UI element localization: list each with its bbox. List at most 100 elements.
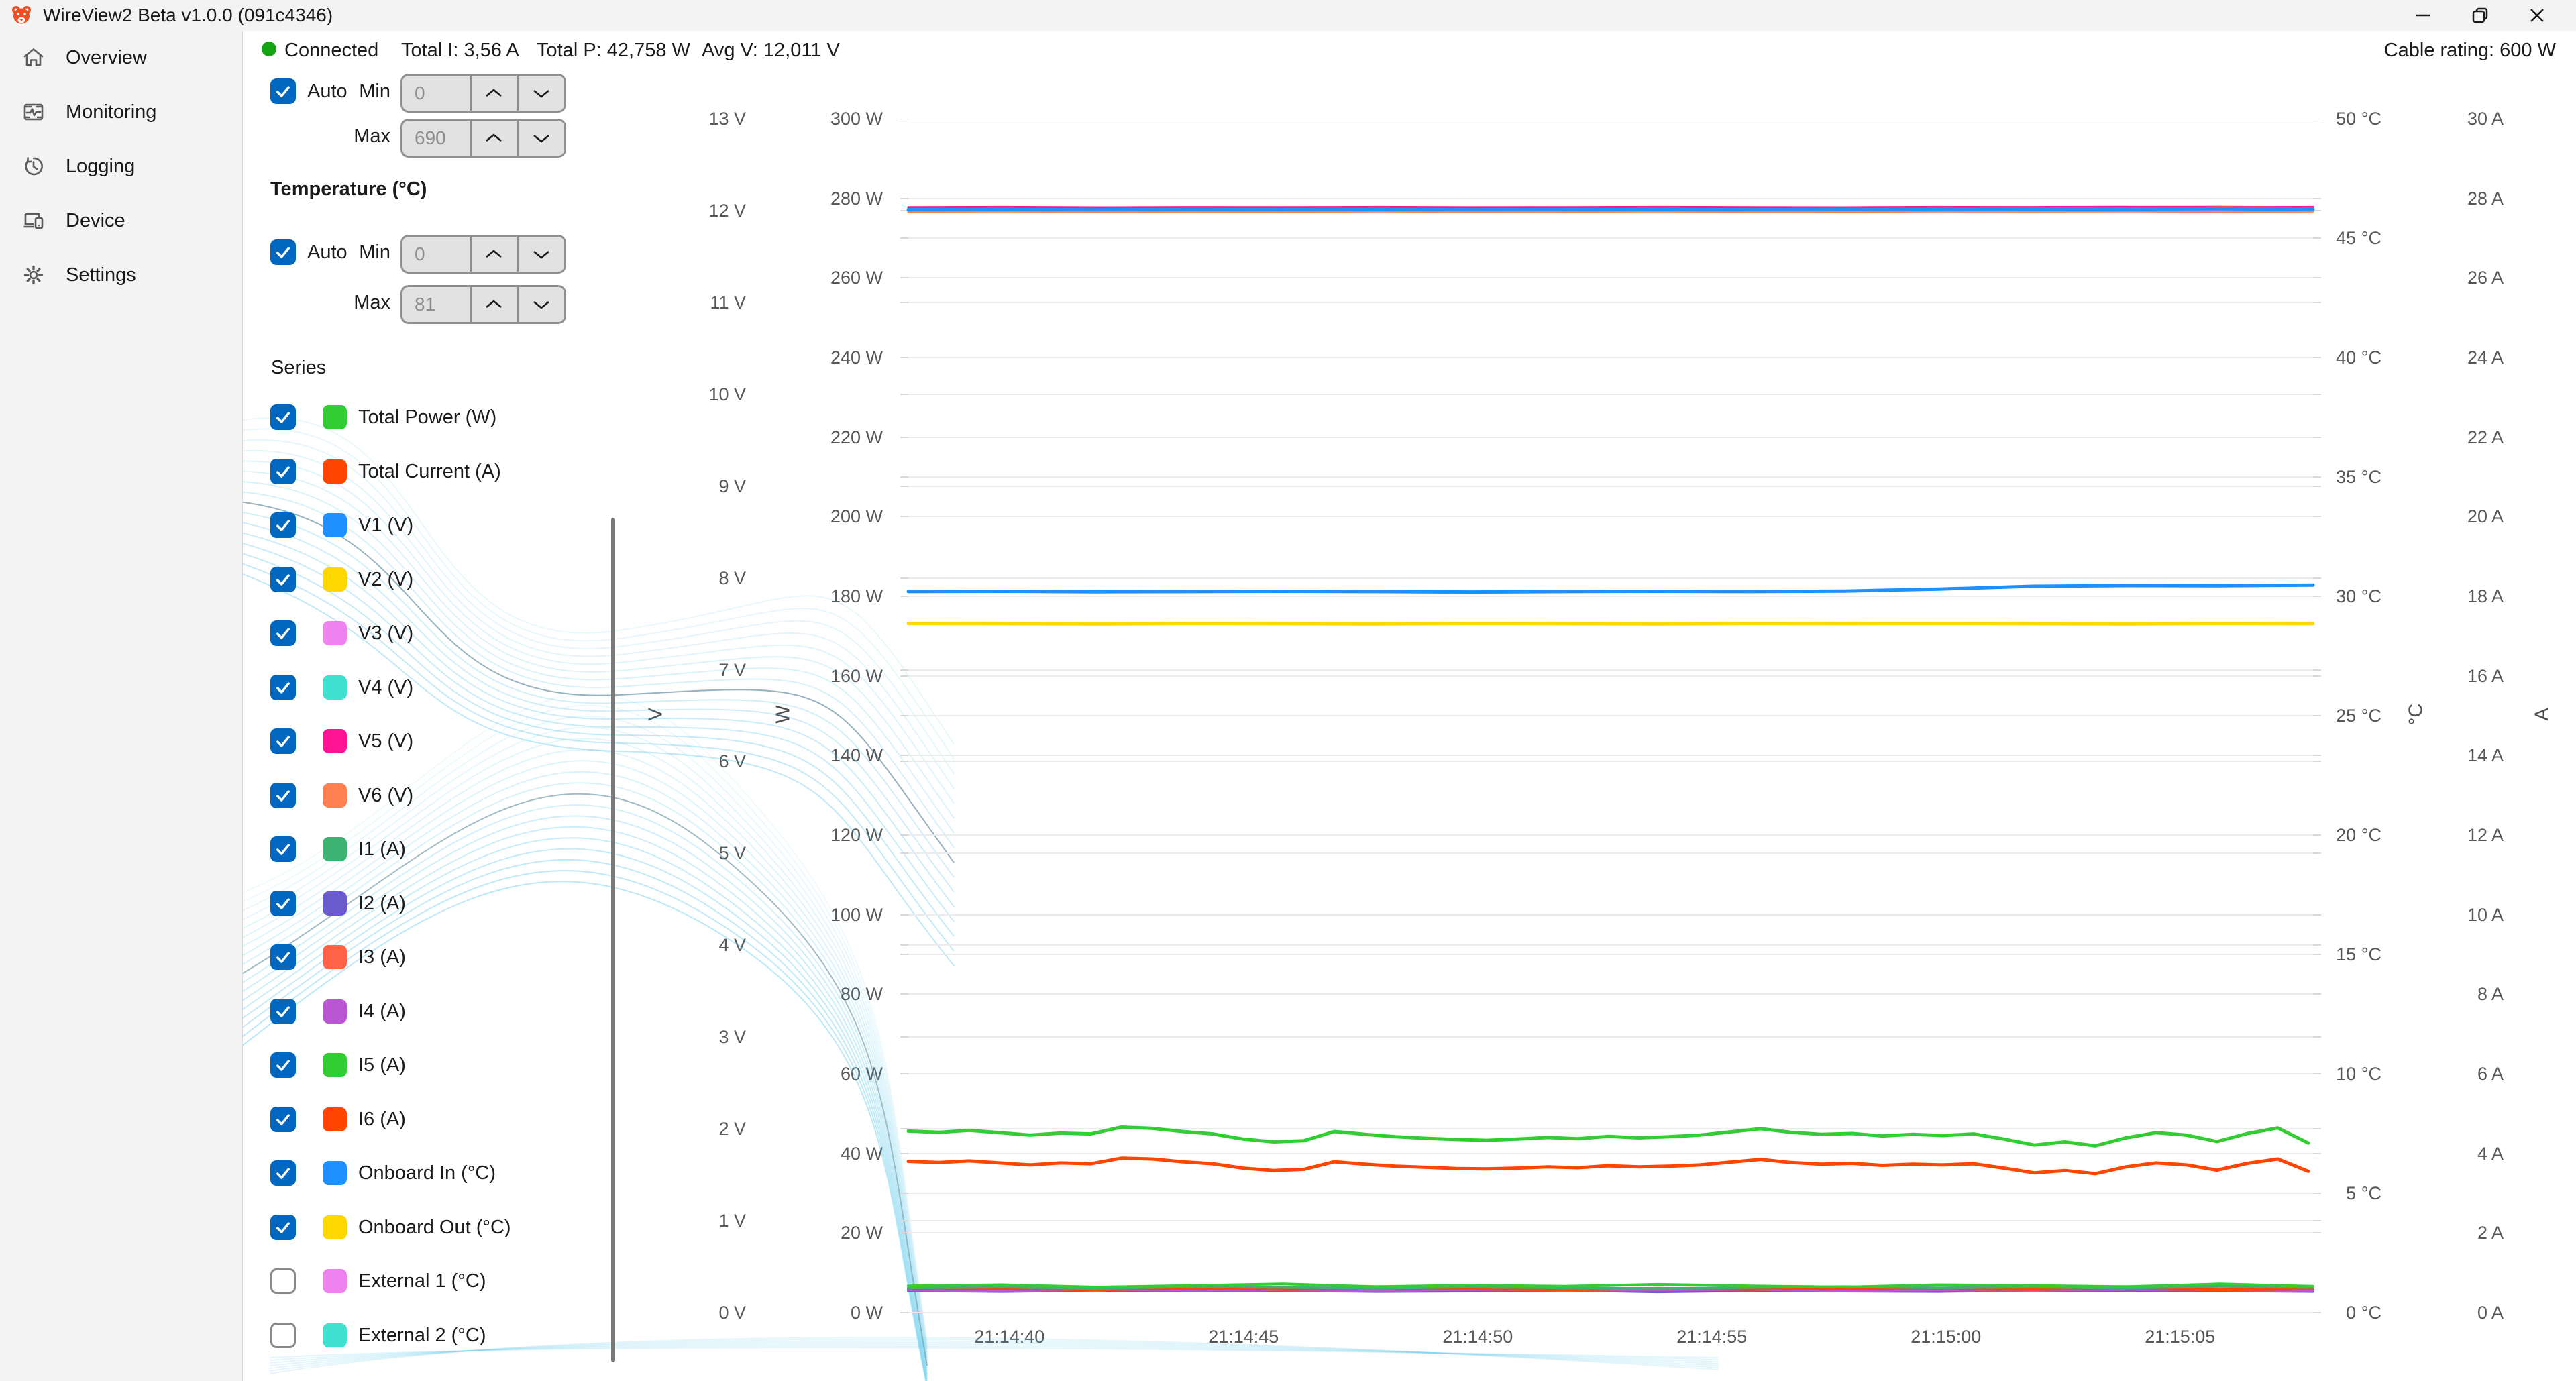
- series-visibility-checkbox[interactable]: [270, 728, 296, 754]
- series-visibility-checkbox[interactable]: [270, 1106, 296, 1132]
- spin-up-button[interactable]: [469, 76, 517, 111]
- axis-auto-checkbox[interactable]: [270, 78, 296, 104]
- w-axis-tick-label: 40 W: [840, 1143, 883, 1164]
- series-color-swatch: [323, 999, 347, 1024]
- amp-axis-tick-label: 28 A: [2467, 188, 2504, 209]
- spin-down-button[interactable]: [517, 237, 564, 272]
- series-visibility-checkbox[interactable]: [270, 566, 296, 592]
- v-axis-tick-label: 6 V: [718, 751, 746, 772]
- series-label: Onboard Out (°C): [358, 1216, 511, 1238]
- w-axis-tick-label: 120 W: [830, 825, 883, 845]
- sidebar-item-monitoring[interactable]: Monitoring: [0, 88, 240, 136]
- series-color-swatch: [323, 783, 347, 808]
- restore-button[interactable]: [2452, 0, 2508, 31]
- series-visibility-checkbox[interactable]: [270, 836, 296, 862]
- series-visibility-checkbox[interactable]: [270, 1052, 296, 1078]
- spin-up-button[interactable]: [469, 121, 517, 156]
- amp-axis-tick-label: 6 A: [2477, 1064, 2504, 1084]
- x-axis-tick-label: 21:15:00: [1911, 1327, 1982, 1347]
- minimize-button[interactable]: [2395, 0, 2451, 31]
- spin-down-button[interactable]: [517, 287, 564, 322]
- series-visibility-checkbox[interactable]: [270, 620, 296, 646]
- series-line-onboard-in-c-: [906, 583, 2315, 594]
- spin-up-button[interactable]: [469, 237, 517, 272]
- sidebar-item-label: Overview: [66, 46, 147, 68]
- w-axis-tick-label: 280 W: [830, 188, 883, 209]
- v-axis-tick-label: 13 V: [708, 109, 746, 129]
- avg-voltage-readout: Avg V: 12,011 V: [702, 40, 840, 61]
- temp-axis-tick-label: 40 °C: [2336, 347, 2381, 368]
- series-visibility-checkbox[interactable]: [270, 998, 296, 1024]
- series-color-swatch: [323, 513, 347, 537]
- series-color-swatch: [323, 1269, 347, 1293]
- series-label: Onboard In (°C): [358, 1162, 496, 1184]
- temp-axis-tick-label: 20 °C: [2336, 825, 2381, 845]
- w-axis-tick-label: 100 W: [830, 904, 883, 925]
- temp-axis-tick-label: 50 °C: [2336, 109, 2381, 129]
- close-button[interactable]: [2509, 0, 2565, 31]
- series-color-swatch: [323, 1323, 347, 1347]
- temp-axis-tick-label: 15 °C: [2336, 944, 2381, 964]
- series-visibility-checkbox[interactable]: [270, 1214, 296, 1240]
- temp-min-value[interactable]: 0: [415, 243, 425, 264]
- sidebar-item-overview[interactable]: Overview: [0, 34, 240, 82]
- auto-label: Auto: [307, 80, 347, 102]
- series-label: I6 (A): [358, 1108, 406, 1130]
- series-label: Total Power (W): [358, 406, 497, 428]
- series-visibility-checkbox[interactable]: [270, 1268, 296, 1294]
- amp-axis-tick-label: 8 A: [2477, 984, 2504, 1005]
- temp-axis-tick-label: 0 °C: [2346, 1303, 2381, 1323]
- series-visibility-checkbox[interactable]: [270, 674, 296, 700]
- series-visibility-checkbox[interactable]: [270, 890, 296, 916]
- temp-max-spinner: 81: [400, 285, 566, 324]
- temp-min-spinner: 0: [400, 235, 566, 274]
- sidebar-item-device[interactable]: Device: [0, 197, 240, 245]
- total-power-readout: Total P: 42,758 W: [537, 40, 690, 61]
- sidebar-item-logging[interactable]: Logging: [0, 142, 240, 190]
- v-axis-tick-label: 3 V: [718, 1027, 746, 1048]
- spin-down-button[interactable]: [517, 76, 564, 111]
- temp-max-value[interactable]: 81: [415, 294, 436, 315]
- sidebar-item-settings[interactable]: Settings: [0, 251, 240, 299]
- sidebar-item-label: Device: [66, 209, 125, 231]
- v-axis-tick-label: 10 V: [708, 384, 746, 404]
- temp-axis-tick-label: 10 °C: [2336, 1064, 2381, 1084]
- chart-plot-area[interactable]: [900, 119, 2321, 1317]
- w-axis-tick-label: 260 W: [830, 268, 883, 288]
- series-list-scrollbar[interactable]: [611, 518, 615, 1362]
- series-label: V2 (V): [358, 568, 414, 590]
- v-axis-tick-label: 8 V: [718, 567, 746, 588]
- w-axis-tick-label: 80 W: [840, 984, 883, 1005]
- series-visibility-checkbox[interactable]: [270, 512, 296, 538]
- max-label: Max: [354, 292, 390, 313]
- series-label: External 2 (°C): [358, 1324, 486, 1346]
- series-visibility-checkbox[interactable]: [270, 1322, 296, 1348]
- series-color-swatch: [323, 1053, 347, 1077]
- series-label: I2 (A): [358, 892, 406, 914]
- series-visibility-checkbox[interactable]: [270, 404, 296, 430]
- series-color-swatch: [323, 729, 347, 753]
- series-visibility-checkbox[interactable]: [270, 458, 296, 484]
- spin-up-button[interactable]: [469, 287, 517, 322]
- temp-auto-checkbox[interactable]: [270, 239, 296, 265]
- w-axis-tick-label: 160 W: [830, 665, 883, 686]
- series-visibility-checkbox[interactable]: [270, 1160, 296, 1186]
- max-label: Max: [354, 125, 390, 147]
- series-label: External 1 (°C): [358, 1270, 486, 1292]
- w-axis-tick-label: 220 W: [830, 427, 883, 447]
- temp-axis-title: °C: [2405, 703, 2427, 726]
- v-axis-tick-label: 11 V: [710, 292, 746, 313]
- series-visibility-checkbox[interactable]: [270, 782, 296, 808]
- device-icon: [23, 213, 44, 229]
- v-axis-tick-label: 5 V: [718, 843, 746, 864]
- axis-min-value[interactable]: 0: [415, 82, 425, 103]
- v-axis-tick-label: 1 V: [718, 1211, 746, 1231]
- spin-down-button[interactable]: [517, 121, 564, 156]
- settings-gear-icon: [23, 265, 44, 285]
- v-axis-tick-label: 4 V: [718, 935, 746, 956]
- series-visibility-checkbox[interactable]: [270, 944, 296, 970]
- home-icon: [23, 48, 44, 66]
- axis-max-value[interactable]: 690: [415, 127, 446, 148]
- series-label: V5 (V): [358, 730, 414, 752]
- series-label: I1 (A): [358, 838, 406, 860]
